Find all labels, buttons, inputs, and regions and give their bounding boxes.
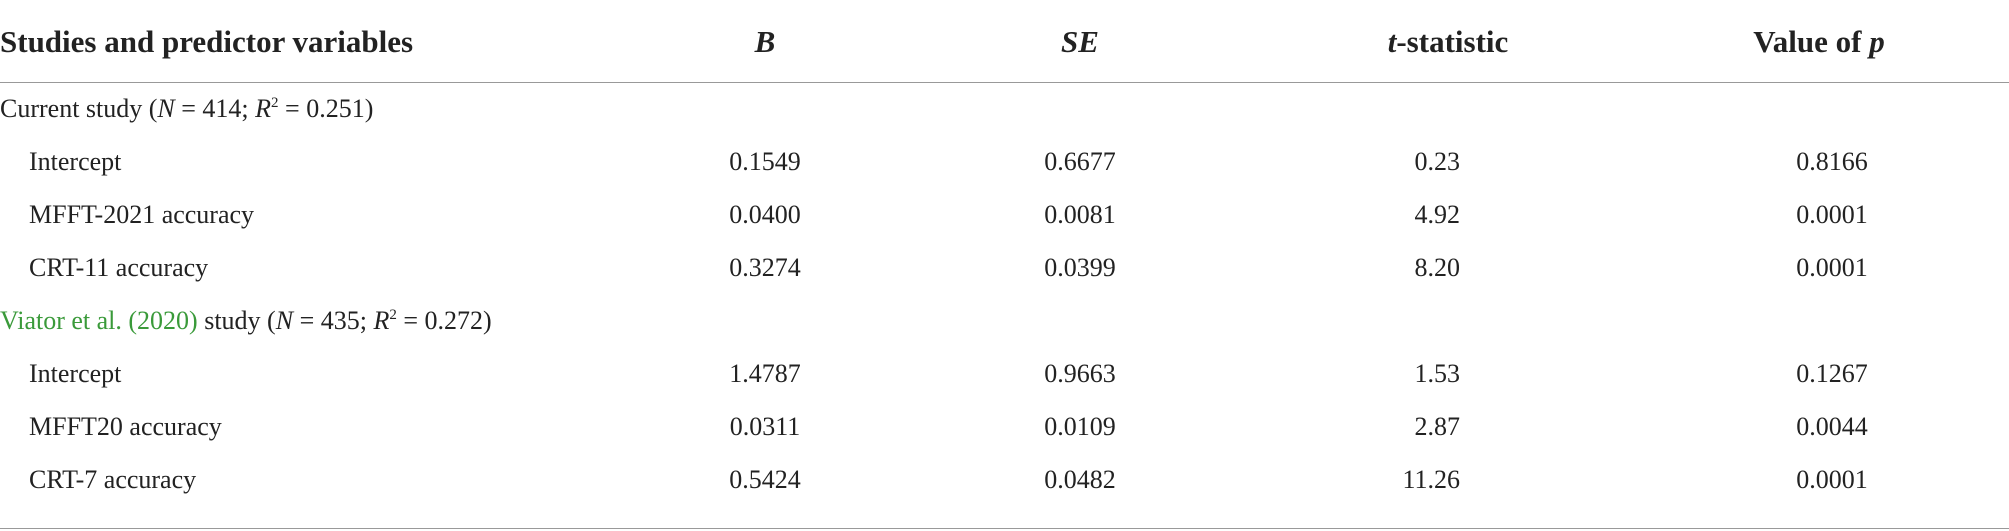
t-value: 11.26 — [1402, 465, 1460, 494]
group-title: Current study (N = 414; R2 = 0.251) — [0, 93, 373, 125]
text: = 414; — [174, 94, 256, 123]
header-se: SE — [1061, 24, 1099, 59]
p-value: 0.0001 — [1796, 465, 1868, 494]
text: = 0.251) — [278, 94, 374, 123]
b-value: 0.1549 — [729, 147, 801, 176]
p-value: 0.0044 — [1796, 412, 1868, 441]
header-t: -statistic — [1396, 24, 1509, 59]
p-value: 0.0001 — [1796, 253, 1868, 282]
se-value: 0.0399 — [1044, 253, 1116, 282]
row-label: MFFT20 accuracy — [29, 412, 222, 441]
header-t: t — [1387, 24, 1397, 59]
group-title: Viator et al. (2020) study (N = 435; R2 … — [0, 305, 492, 337]
row-label: MFFT-2021 accuracy — [29, 200, 255, 229]
b-value: 0.0311 — [729, 412, 801, 441]
b-value: 0.3274 — [729, 253, 801, 282]
header-b: B — [754, 24, 776, 59]
text: 2 — [271, 95, 279, 111]
text: Current study ( — [0, 94, 158, 123]
row-label: Intercept — [29, 359, 122, 388]
b-value: 0.5424 — [729, 465, 801, 494]
t-value: 2.87 — [1414, 412, 1461, 441]
text: N — [275, 306, 294, 335]
p-value: 0.0001 — [1796, 200, 1868, 229]
se-value: 0.0081 — [1044, 200, 1116, 229]
t-value: 0.23 — [1414, 147, 1461, 176]
t-value: 8.20 — [1414, 253, 1461, 282]
t-value: 4.92 — [1414, 200, 1461, 229]
header-rule — [0, 82, 2009, 83]
header-p: p — [1869, 24, 1885, 59]
citation-link[interactable]: Viator et al. (2020) — [0, 306, 198, 335]
text: = 0.272) — [396, 306, 492, 335]
se-value: 0.0109 — [1044, 412, 1116, 441]
t-value: 1.53 — [1414, 359, 1461, 388]
se-value: 0.9663 — [1044, 359, 1116, 388]
header-label: Studies and predictor variables — [0, 24, 414, 59]
p-value: 0.1267 — [1796, 359, 1868, 388]
p-value: 0.8166 — [1796, 147, 1868, 176]
text: N — [157, 94, 175, 123]
se-value: 0.0482 — [1044, 465, 1116, 494]
b-value: 0.0400 — [729, 200, 801, 229]
row-label: CRT-11 accuracy — [29, 253, 209, 282]
b-value: 1.4787 — [729, 359, 801, 388]
text: R — [373, 306, 390, 335]
row-label: CRT-7 accuracy — [29, 465, 197, 494]
row-label: Intercept — [29, 147, 122, 176]
bottom-rule — [0, 528, 2009, 529]
text: study ( — [197, 306, 276, 335]
text: R — [255, 94, 272, 123]
text: 2 — [389, 307, 397, 323]
text: = 435; — [293, 306, 374, 335]
header-p: Value of — [1753, 24, 1870, 59]
se-value: 0.6677 — [1044, 147, 1116, 176]
